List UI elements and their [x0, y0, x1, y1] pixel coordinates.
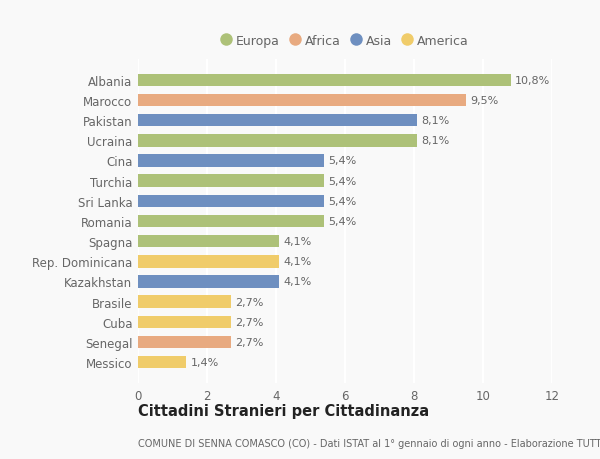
Bar	[138, 316, 231, 328]
Legend: Europa, Africa, Asia, America: Europa, Africa, Asia, America	[216, 30, 474, 53]
Text: COMUNE DI SENNA COMASCO (CO) - Dati ISTAT al 1° gennaio di ogni anno - Elaborazi: COMUNE DI SENNA COMASCO (CO) - Dati ISTA…	[138, 438, 600, 448]
Text: 5,4%: 5,4%	[328, 156, 356, 166]
Bar	[138, 296, 231, 308]
Text: 8,1%: 8,1%	[422, 116, 450, 126]
Text: 4,1%: 4,1%	[284, 236, 312, 246]
Text: 10,8%: 10,8%	[515, 76, 550, 86]
Bar	[138, 115, 418, 127]
Bar	[138, 135, 418, 147]
Text: 2,7%: 2,7%	[235, 297, 263, 307]
Bar	[138, 215, 325, 228]
Bar	[138, 356, 187, 369]
Bar	[138, 275, 280, 288]
Text: 8,1%: 8,1%	[422, 136, 450, 146]
Bar	[138, 195, 325, 207]
Text: 4,1%: 4,1%	[284, 277, 312, 287]
Text: Cittadini Stranieri per Cittadinanza: Cittadini Stranieri per Cittadinanza	[138, 403, 429, 419]
Text: 5,4%: 5,4%	[328, 196, 356, 207]
Bar	[138, 235, 280, 248]
Bar	[138, 74, 511, 87]
Text: 2,7%: 2,7%	[235, 337, 263, 347]
Text: 1,4%: 1,4%	[190, 357, 218, 367]
Text: 4,1%: 4,1%	[284, 257, 312, 267]
Text: 5,4%: 5,4%	[328, 217, 356, 226]
Bar	[138, 155, 325, 168]
Bar	[138, 95, 466, 107]
Bar	[138, 336, 231, 348]
Text: 5,4%: 5,4%	[328, 176, 356, 186]
Bar	[138, 175, 325, 187]
Text: 2,7%: 2,7%	[235, 317, 263, 327]
Bar	[138, 256, 280, 268]
Text: 9,5%: 9,5%	[470, 96, 498, 106]
